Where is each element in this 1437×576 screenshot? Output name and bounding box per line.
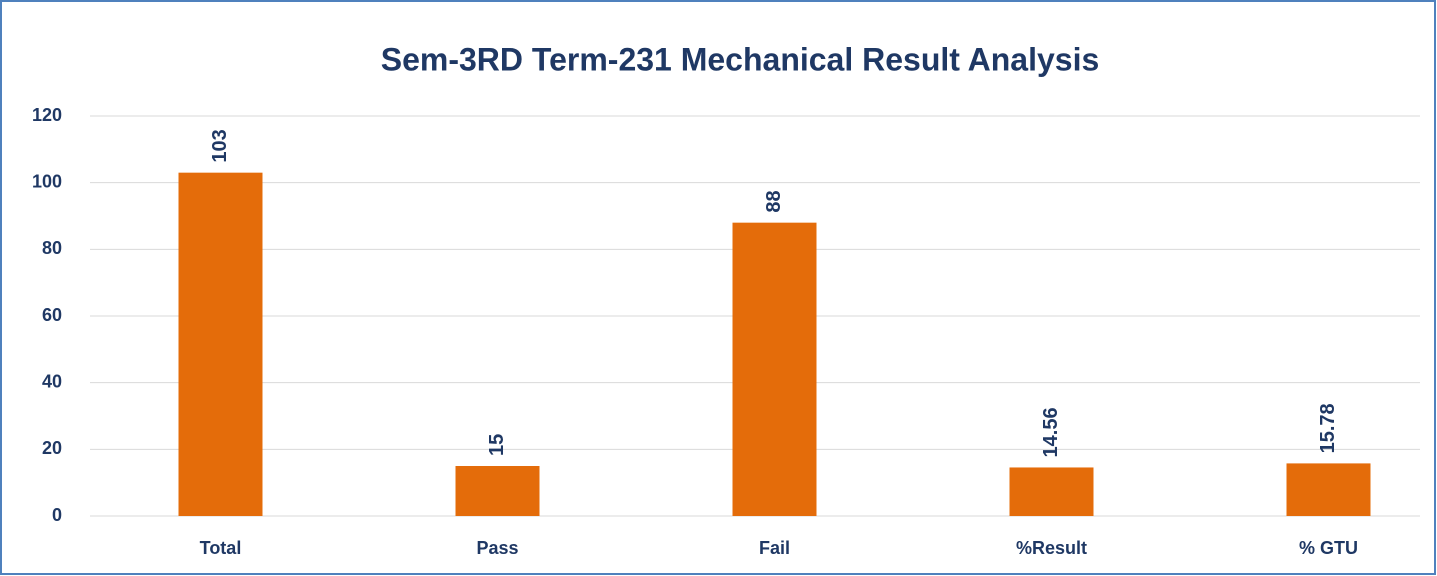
x-tick-label: % GTU (1299, 538, 1358, 558)
bar (732, 222, 817, 516)
data-label: 88 (763, 190, 785, 212)
bar (455, 466, 540, 516)
x-tick-label: Total (200, 538, 242, 558)
y-tick-label: 60 (42, 305, 62, 325)
bar (1009, 467, 1094, 516)
data-label: 15 (486, 434, 508, 456)
data-label: 14.56 (1040, 407, 1062, 457)
y-tick-label: 120 (32, 105, 62, 125)
chart-title: Sem-3RD Term-231 Mechanical Result Analy… (381, 41, 1100, 77)
data-label: 103 (209, 129, 231, 162)
bar (178, 172, 263, 516)
y-tick-label: 0 (52, 505, 62, 525)
y-tick-label: 20 (42, 438, 62, 458)
x-tick-label: Pass (476, 538, 518, 558)
y-tick-label: 100 (32, 171, 62, 191)
x-tick-label: Fail (759, 538, 790, 558)
y-tick-label: 80 (42, 238, 62, 258)
data-label: 15.78 (1317, 403, 1339, 453)
y-tick-label: 40 (42, 371, 62, 391)
x-tick-label: %Result (1016, 538, 1087, 558)
bar (1286, 463, 1371, 516)
